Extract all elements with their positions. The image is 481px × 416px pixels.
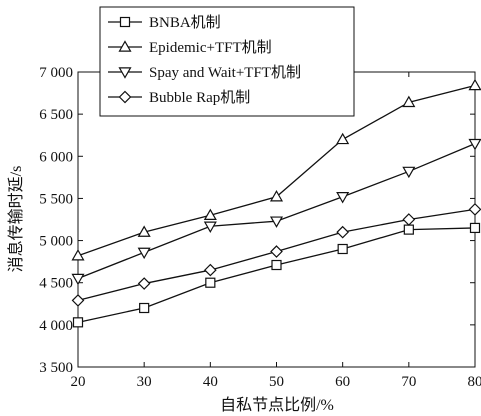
legend: BNBA机制 Epidemic+TFT机制 Spay and Wait+TFT机制 B… (99, 6, 355, 117)
data-point (468, 78, 481, 91)
data-point (137, 225, 151, 237)
data-point (269, 190, 284, 202)
data-point (270, 245, 283, 258)
x-tick-label: 50 (269, 374, 284, 390)
y-tick-label: 4 500 (39, 276, 73, 292)
data-point (203, 208, 217, 221)
x-tick-label: 80 (468, 374, 481, 390)
y-tick-label: 6 500 (39, 107, 73, 123)
x-tick-label: 60 (335, 374, 350, 390)
data-point (468, 203, 481, 216)
legend-label: BNBA机制 (149, 14, 221, 31)
x-tick-label: 40 (203, 374, 218, 390)
series-markers (71, 78, 481, 328)
x-tick-label: 70 (401, 374, 416, 390)
y-tick-label: 5 000 (39, 234, 73, 250)
data-point (271, 259, 282, 271)
data-point (71, 273, 85, 286)
data-point (402, 95, 416, 108)
y-tick-label: 6 000 (39, 149, 73, 165)
data-point (205, 277, 216, 288)
legend-label: Bubble Rap机制 (149, 89, 250, 106)
x-axis-title: 自私节点比例/% (220, 396, 334, 414)
data-point (402, 166, 416, 179)
legend-label: Epidemic+TFT机制 (149, 39, 272, 56)
data-point (72, 317, 84, 328)
data-point (402, 213, 416, 226)
legend-box (99, 6, 355, 117)
x-axis: 20 30 40 50 60 70 80 (71, 72, 481, 390)
data-point (71, 249, 85, 261)
y-tick-label: 5 500 (39, 191, 73, 207)
data-point (403, 224, 414, 235)
data-point (137, 247, 151, 260)
x-tick-label: 20 (71, 374, 86, 390)
data-point (269, 216, 284, 228)
series-line (77, 143, 476, 280)
data-point (203, 263, 217, 277)
legend-marker (118, 40, 132, 52)
data-point (337, 243, 348, 255)
y-axis-title: 消息传输时延/s (7, 166, 25, 273)
legend-label: Spay and Wait+TFT机制 (149, 64, 301, 81)
y-tick-label: 7 000 (39, 65, 73, 81)
y-tick-label: 4 000 (39, 318, 73, 334)
data-point (203, 221, 217, 233)
legend-marker (119, 16, 131, 28)
data-point (71, 294, 85, 307)
data-point (468, 138, 481, 151)
data-point (139, 302, 150, 314)
y-axis: 3 500 4 000 4 500 5 000 5 500 6 000 6 500 7 000 (39, 65, 475, 376)
y-tick-label: 3 500 (39, 360, 73, 376)
data-point (336, 225, 350, 239)
data-point (469, 222, 481, 234)
x-tick-label: 30 (137, 374, 152, 390)
data-point (137, 277, 151, 290)
series-lines (77, 84, 476, 323)
series-line (77, 227, 476, 323)
data-point (336, 132, 350, 145)
data-point (336, 192, 350, 204)
legend-marker (118, 90, 132, 104)
legend-marker (118, 67, 132, 79)
